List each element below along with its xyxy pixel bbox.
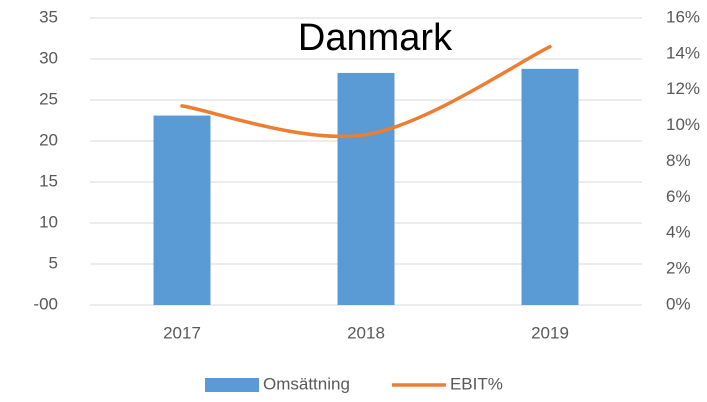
y2-tick-label: 0% <box>666 294 691 313</box>
y-tick-label: 30 <box>39 48 58 67</box>
legend-label: EBIT% <box>450 374 503 393</box>
y2-tick-label: 10% <box>666 115 700 134</box>
x-tick-label: 2019 <box>531 323 569 342</box>
bar <box>521 68 579 305</box>
y-tick-label: 10 <box>39 212 58 231</box>
y2-tick-label: 6% <box>666 187 691 206</box>
y-tick-label: 5 <box>49 253 58 272</box>
legend-swatch <box>205 378 259 392</box>
chart-title: Danmark <box>298 17 453 59</box>
y-tick-label: -00 <box>33 294 58 313</box>
bar <box>153 115 211 305</box>
y2-tick-label: 14% <box>666 43 700 62</box>
y-tick-label: 20 <box>39 130 58 149</box>
y-tick-label: 15 <box>39 171 58 190</box>
y2-tick-label: 4% <box>666 223 691 242</box>
y2-tick-label: 16% <box>666 7 700 26</box>
y2-tick-label: 12% <box>666 79 700 98</box>
y-tick-label: 35 <box>39 7 58 26</box>
y2-tick-label: 8% <box>666 151 691 170</box>
y2-tick-label: 2% <box>666 259 691 278</box>
legend-label: Omsättning <box>263 374 350 393</box>
bar <box>337 72 395 305</box>
x-tick-label: 2017 <box>163 323 201 342</box>
line <box>180 44 552 139</box>
y-tick-label: 25 <box>39 89 58 108</box>
x-tick-label: 2018 <box>347 323 385 342</box>
